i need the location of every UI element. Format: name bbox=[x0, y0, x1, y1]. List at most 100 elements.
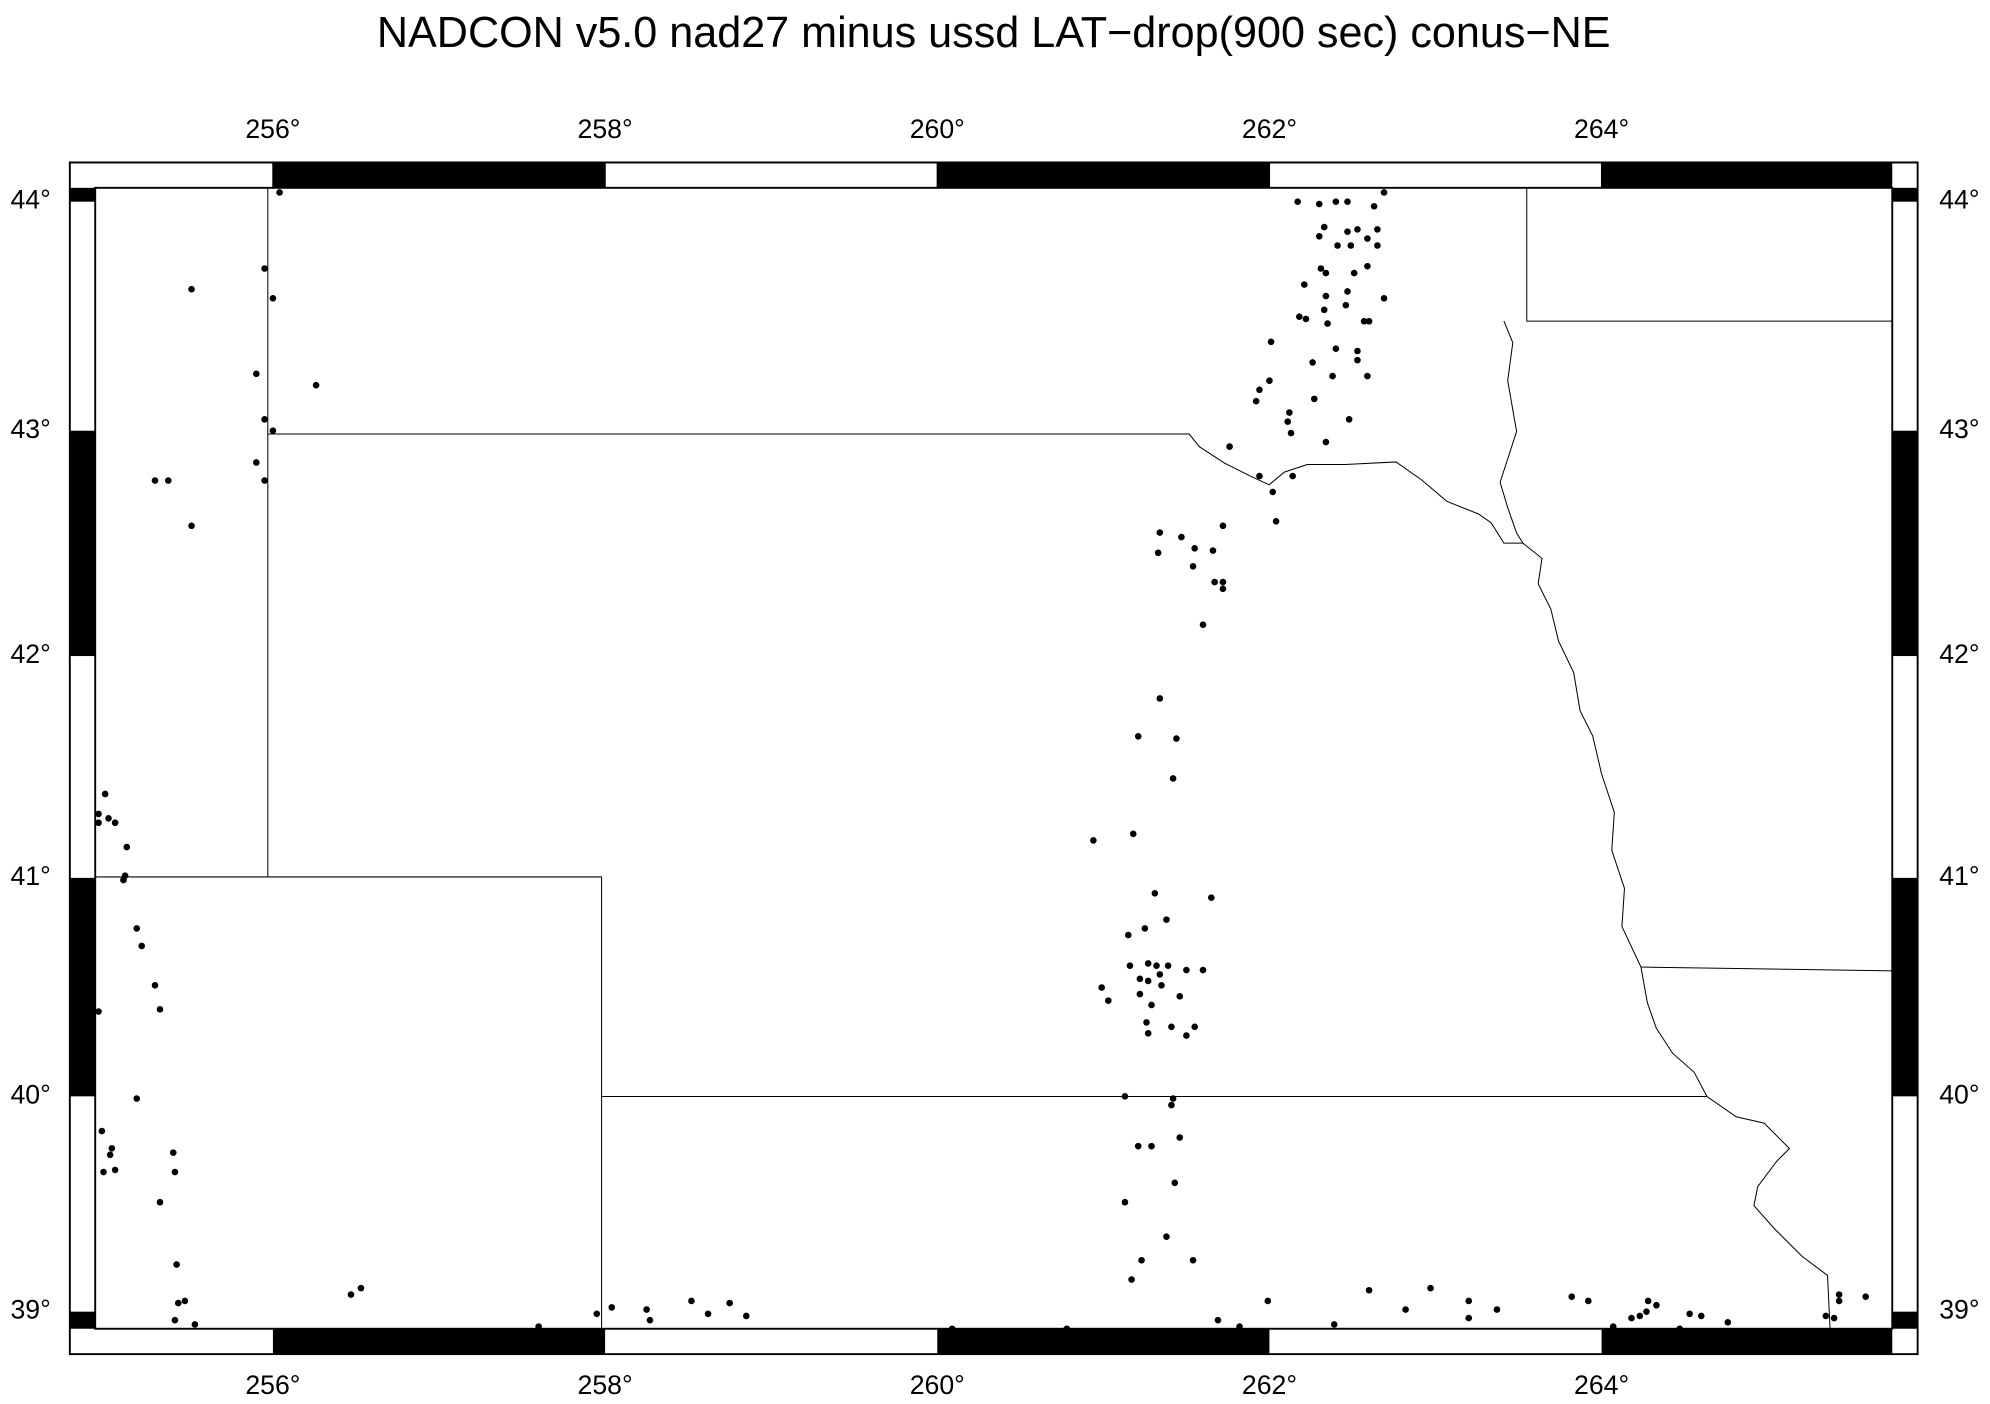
point bbox=[643, 1306, 650, 1313]
point bbox=[1344, 198, 1351, 205]
boundary bbox=[1499, 320, 1831, 1329]
x-tick-label: 260° bbox=[910, 1370, 965, 1400]
y-tick-label: 43° bbox=[1939, 414, 1979, 444]
state-boundaries bbox=[95, 187, 1893, 1329]
point bbox=[95, 1008, 102, 1015]
y-tick-label: 41° bbox=[1939, 861, 1979, 891]
point bbox=[1098, 984, 1105, 991]
point bbox=[1724, 1319, 1732, 1326]
point bbox=[1350, 269, 1358, 277]
point bbox=[191, 1321, 199, 1328]
point bbox=[1289, 472, 1296, 480]
y-tick-label: 43° bbox=[10, 414, 50, 444]
x-tick-label: 264° bbox=[1574, 1370, 1629, 1400]
point bbox=[1126, 962, 1134, 969]
point bbox=[1609, 1323, 1617, 1330]
point bbox=[253, 459, 260, 466]
boundary bbox=[95, 876, 603, 1329]
point bbox=[1294, 198, 1301, 205]
frame-bar bbox=[1601, 1328, 1893, 1355]
point bbox=[1320, 306, 1328, 314]
point bbox=[1156, 695, 1164, 702]
point bbox=[1315, 232, 1323, 240]
point bbox=[1315, 200, 1323, 208]
point bbox=[1183, 966, 1190, 974]
point bbox=[1219, 578, 1227, 586]
point bbox=[108, 1145, 116, 1152]
point bbox=[1191, 545, 1198, 552]
point bbox=[1334, 242, 1341, 249]
point bbox=[1342, 301, 1350, 309]
point bbox=[1284, 418, 1292, 425]
point bbox=[1332, 198, 1340, 205]
point bbox=[1124, 931, 1132, 939]
point bbox=[1322, 438, 1330, 446]
point bbox=[1380, 295, 1388, 302]
point bbox=[1347, 242, 1355, 249]
frame-bar bbox=[1601, 162, 1893, 188]
point bbox=[1329, 372, 1336, 380]
point bbox=[1862, 1293, 1869, 1300]
x-tick-label: 262° bbox=[1242, 1370, 1297, 1400]
point bbox=[1136, 975, 1144, 983]
point bbox=[1090, 837, 1097, 844]
point bbox=[169, 1149, 177, 1156]
point bbox=[276, 189, 283, 196]
point bbox=[593, 1310, 601, 1318]
point bbox=[151, 477, 159, 484]
point bbox=[188, 285, 195, 293]
point bbox=[1465, 1314, 1473, 1322]
point bbox=[1138, 1256, 1145, 1264]
frame-bar bbox=[272, 162, 606, 188]
point bbox=[1163, 1233, 1170, 1240]
point bbox=[1129, 830, 1137, 838]
point bbox=[1493, 1306, 1501, 1313]
point bbox=[151, 982, 159, 989]
point bbox=[1267, 338, 1275, 346]
point bbox=[1173, 735, 1180, 742]
point bbox=[123, 843, 131, 851]
y-tick-label: 41° bbox=[10, 861, 50, 891]
point bbox=[1585, 1297, 1592, 1305]
point bbox=[1136, 990, 1144, 998]
point bbox=[138, 942, 146, 950]
point bbox=[1835, 1297, 1843, 1305]
point bbox=[1168, 1023, 1175, 1031]
point bbox=[1330, 1321, 1338, 1328]
point bbox=[261, 416, 268, 423]
point bbox=[1365, 1286, 1373, 1294]
point bbox=[1219, 585, 1227, 593]
point bbox=[1402, 1306, 1409, 1313]
point bbox=[1322, 269, 1330, 277]
point bbox=[1189, 1256, 1197, 1264]
point bbox=[1143, 1019, 1150, 1026]
point bbox=[253, 370, 260, 378]
frame-bar bbox=[1892, 877, 1918, 1097]
point bbox=[1219, 522, 1227, 530]
point bbox=[95, 819, 102, 827]
point bbox=[1272, 517, 1280, 525]
point bbox=[1264, 1297, 1272, 1305]
point bbox=[1121, 1093, 1129, 1100]
x-tick-label: 264° bbox=[1574, 114, 1629, 144]
boundary bbox=[1640, 966, 1893, 972]
point bbox=[1287, 429, 1295, 437]
point bbox=[646, 1316, 654, 1324]
point bbox=[1256, 472, 1263, 480]
point bbox=[164, 477, 172, 484]
point bbox=[1324, 320, 1331, 327]
y-tick-label: 39° bbox=[1939, 1295, 1979, 1325]
point bbox=[1176, 1134, 1184, 1141]
boundary bbox=[267, 433, 1523, 544]
point bbox=[1686, 1310, 1693, 1318]
point bbox=[1370, 203, 1378, 210]
x-tick-label: 260° bbox=[910, 114, 965, 144]
frame-bar bbox=[69, 1311, 96, 1329]
point bbox=[1380, 189, 1388, 196]
point bbox=[1164, 962, 1172, 969]
point bbox=[106, 1151, 114, 1159]
point bbox=[1286, 409, 1293, 416]
point bbox=[101, 790, 109, 798]
point bbox=[1176, 992, 1184, 1000]
